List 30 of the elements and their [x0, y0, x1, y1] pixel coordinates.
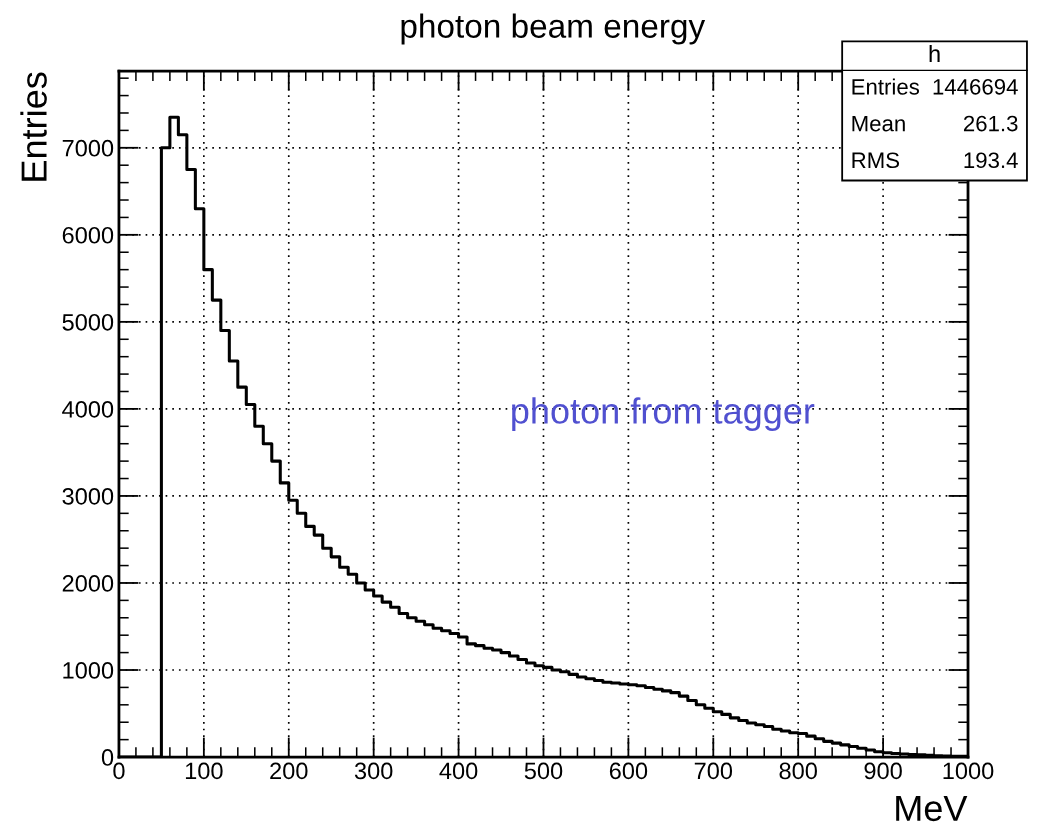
y-tick-label: 6000: [62, 226, 114, 244]
x-tick-label: 900: [864, 762, 902, 780]
x-tick-label: 300: [354, 762, 393, 780]
x-tick-label: 600: [609, 762, 648, 780]
y-tick-label: 5000: [62, 313, 114, 331]
y-tick-label: 7000: [62, 139, 114, 157]
x-tick-label: 800: [779, 762, 817, 780]
y-tick-label: 2000: [62, 575, 114, 592]
y-axis-title: Entries: [20, 72, 47, 181]
x-tick-label: 1000: [943, 762, 994, 780]
annotation: 193.4: [964, 152, 1018, 169]
x-tick-label: 0: [113, 762, 125, 780]
x-tick-label: 200: [270, 762, 308, 780]
annotation: photon from tagger: [512, 397, 815, 431]
y-tick-label: 4000: [62, 400, 114, 418]
x-axis-title: MeV: [896, 795, 968, 822]
x-tick-label: 700: [694, 762, 733, 780]
x-tick-label: 500: [524, 762, 563, 780]
y-tick-label: 0: [101, 749, 114, 766]
chart-title: photon beam energy: [401, 13, 706, 45]
annotation: 261.3: [963, 115, 1018, 132]
y-tick-label: 3000: [62, 488, 114, 505]
annotation: Mean: [852, 115, 905, 132]
x-tick-label: 100: [185, 762, 223, 780]
annotation: RMS: [852, 152, 900, 169]
annotation: 1446694: [933, 78, 1018, 95]
annotation: Entries: [852, 78, 920, 95]
x-tick-label: 400: [439, 762, 478, 780]
text: h: [929, 44, 940, 62]
y-tick-label: 1000: [63, 662, 114, 679]
